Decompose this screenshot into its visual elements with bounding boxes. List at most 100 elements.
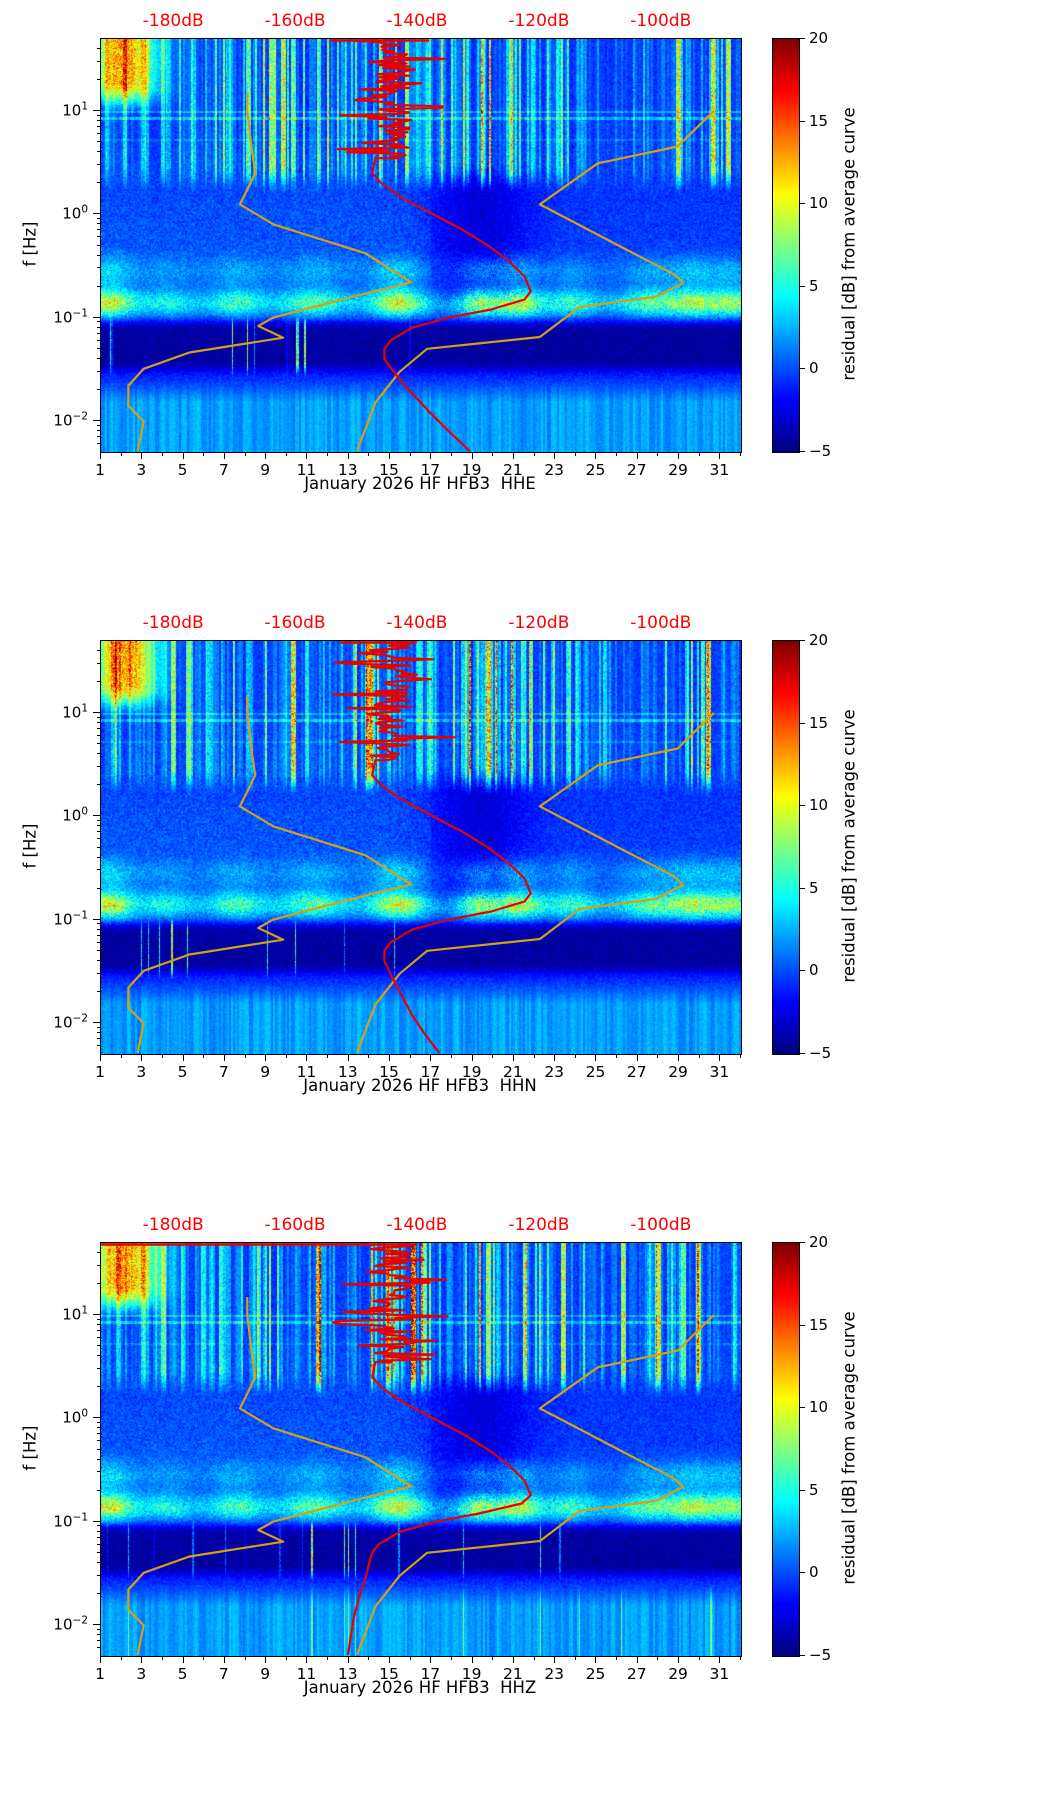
x-minor-tick-mark <box>450 1054 452 1058</box>
x-tick-label: 7 <box>218 1063 229 1081</box>
colorbar-tick-label: −5 <box>809 1044 832 1062</box>
x-tick-mark <box>141 1054 143 1061</box>
x-tick-mark <box>223 1656 225 1663</box>
colorbar-tick-mark <box>800 451 805 452</box>
top-axis-tick-label: -160dB <box>264 613 326 633</box>
x-minor-tick-mark <box>368 1054 370 1058</box>
colorbar-tick-label: 15 <box>809 713 829 732</box>
x-tick-mark <box>512 1656 514 1663</box>
x-minor-tick-mark <box>203 1054 205 1058</box>
x-minor-tick-mark <box>161 1054 163 1058</box>
y-minor-tick-mark <box>96 1525 100 1527</box>
y-minor-tick-mark <box>96 1561 100 1563</box>
y-minor-tick-mark <box>96 1448 100 1450</box>
x-tick-label: 3 <box>136 461 147 479</box>
spectrogram-panel-hhn: -180dB -160dB -140dB -120dB -100dB f [Hz] 10… <box>0 602 1052 1204</box>
x-axis-label: January 2026 HF HFB3 HHZ <box>303 1678 537 1697</box>
y-axis-ticks: 10−2 10−1 100 101 <box>0 640 100 1055</box>
y-tick-mark <box>93 1021 100 1023</box>
x-minor-tick-mark <box>657 1054 659 1058</box>
y-minor-tick-mark <box>96 923 100 925</box>
y-minor-tick-mark <box>96 753 100 755</box>
x-tick-label: 13 <box>337 1063 358 1081</box>
y-minor-tick-mark <box>96 1264 100 1266</box>
y-tick-mark <box>93 1520 100 1522</box>
y-minor-tick-mark <box>96 1427 100 1429</box>
colorbar-tick-mark <box>800 640 805 641</box>
x-minor-tick-mark <box>409 452 411 456</box>
colorbar-tick-label: 10 <box>809 796 829 815</box>
y-axis-ticks: 10−2 10−1 100 101 <box>0 38 100 453</box>
x-minor-tick-mark <box>327 452 329 456</box>
y-minor-tick-mark <box>96 1433 100 1435</box>
colorbar-tick-mark <box>800 1053 805 1054</box>
x-tick-label: 19 <box>461 1665 482 1683</box>
y-minor-tick-mark <box>96 1355 100 1357</box>
x-tick-label: 21 <box>503 1665 523 1683</box>
average-psd-curve <box>332 641 532 1054</box>
x-minor-tick-mark <box>120 1656 122 1660</box>
x-tick-mark <box>636 452 638 459</box>
x-tick-label: 19 <box>461 461 482 479</box>
x-tick-mark <box>306 452 308 459</box>
y-minor-tick-mark <box>96 218 100 220</box>
x-tick-label: 23 <box>544 1665 565 1683</box>
y-minor-tick-mark <box>96 236 100 238</box>
x-tick-mark <box>347 1054 349 1061</box>
colorbar <box>772 640 800 1055</box>
x-tick-mark <box>100 452 101 459</box>
spectrogram-plot <box>100 640 742 1055</box>
y-minor-tick-mark <box>96 442 100 444</box>
y-minor-tick-mark <box>96 650 100 651</box>
x-minor-tick-mark <box>492 1656 494 1660</box>
x-minor-tick-mark <box>616 1054 618 1058</box>
colorbar-ticks: 20 15 10 5 0 −5 <box>800 1233 870 1664</box>
colorbar-tick-mark <box>800 722 805 724</box>
low-noise-model-curve <box>127 695 413 1054</box>
y-minor-tick-mark <box>96 1026 100 1028</box>
x-tick-mark <box>471 1054 473 1061</box>
y-minor-tick-mark <box>96 1283 100 1285</box>
x-tick-label: 3 <box>136 1665 147 1683</box>
x-tick-mark <box>182 1656 184 1663</box>
top-axis-tick-label: -160dB <box>264 1215 326 1235</box>
noise-curves-overlay <box>127 39 715 452</box>
y-minor-tick-mark <box>96 941 100 943</box>
y-minor-tick-mark <box>96 339 100 341</box>
x-tick-mark <box>347 1656 349 1663</box>
colorbar-tick-mark <box>800 805 805 807</box>
x-tick-mark <box>595 452 597 459</box>
x-minor-tick-mark <box>657 452 659 456</box>
x-tick-label: 27 <box>626 1665 647 1683</box>
x-tick-label: 7 <box>218 461 229 479</box>
y-minor-tick-mark <box>96 60 100 62</box>
x-tick-label: 15 <box>379 1665 399 1683</box>
x-minor-tick-mark <box>533 1054 535 1058</box>
x-tick-mark <box>595 1054 597 1061</box>
y-minor-tick-mark <box>96 244 100 246</box>
x-tick-mark <box>265 1656 267 1663</box>
x-tick-label: 5 <box>177 1665 188 1683</box>
y-minor-tick-mark <box>96 151 100 153</box>
x-tick-mark <box>265 452 267 459</box>
colorbar-tick-label: 15 <box>809 1315 829 1334</box>
x-tick-mark <box>595 1656 597 1663</box>
x-minor-tick-mark <box>698 1054 700 1058</box>
top-axis-tick-label: -120dB <box>508 613 570 633</box>
x-tick-mark <box>306 1656 308 1663</box>
x-tick-label: 5 <box>177 1063 188 1081</box>
x-axis-ticks: 1 3 5 7 9 11 13 15 17 19 21 23 25 27 29 31 <box>95 452 742 484</box>
x-tick-mark <box>430 1054 432 1061</box>
x-tick-mark <box>719 1656 721 1663</box>
x-tick-label: 17 <box>420 1063 441 1081</box>
x-tick-mark <box>471 452 473 459</box>
top-axis-tick-label: -120dB <box>508 1215 570 1235</box>
spectrogram-plot <box>100 38 742 453</box>
colorbar-tick-label: 20 <box>809 29 829 47</box>
y-minor-tick-mark <box>96 838 100 840</box>
x-tick-mark <box>678 1656 680 1663</box>
x-tick-mark <box>554 1656 556 1663</box>
y-minor-tick-mark <box>96 164 100 166</box>
y-minor-tick-mark <box>96 1543 100 1545</box>
y-minor-tick-mark <box>96 784 100 786</box>
